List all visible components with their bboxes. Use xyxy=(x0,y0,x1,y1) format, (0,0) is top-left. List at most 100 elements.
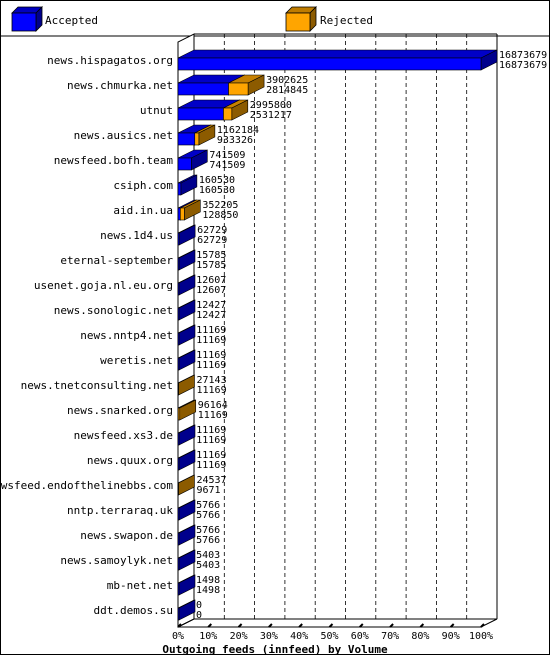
value-label-rejected: 11169 xyxy=(198,410,228,421)
value-label-rejected: 933326 xyxy=(217,135,253,146)
bar-3-accepted xyxy=(177,132,196,146)
value-label-accepted: 1162184 xyxy=(217,125,259,136)
bar-14-rejected xyxy=(177,407,181,421)
value-label-accepted: 5766 xyxy=(196,500,220,511)
value-label-accepted: 352205 xyxy=(202,200,238,211)
category-label: csiph.com xyxy=(113,179,173,192)
bar-1-rejected xyxy=(228,82,249,96)
bar-0-accepted xyxy=(177,57,482,71)
category-label: news.samoylyk.net xyxy=(60,554,173,567)
x-tick-label: 100% xyxy=(469,631,493,642)
value-label-accepted: 5403 xyxy=(196,550,220,561)
floor xyxy=(177,618,498,628)
value-label-accepted: 12427 xyxy=(196,300,226,311)
bar-12-accepted xyxy=(177,357,180,371)
bar-20-accepted xyxy=(177,557,180,571)
x-axis-title: Outgoing feeds (innfeed) by Volume xyxy=(162,643,388,654)
category-label: usenet.goja.nl.eu.org xyxy=(34,279,173,292)
legend-label-rejected: Rejected xyxy=(320,14,373,27)
category-label: newsfeed.xs3.de xyxy=(74,429,173,442)
bar-2-accepted xyxy=(177,107,224,121)
category-label: aid.in.ua xyxy=(113,204,173,217)
bar-0-accepted-top xyxy=(177,49,498,59)
x-tick-label: 60% xyxy=(351,631,369,642)
value-label-accepted: 62729 xyxy=(197,225,227,236)
value-label-accepted: 741509 xyxy=(209,150,245,161)
value-label-rejected: 2531217 xyxy=(250,110,292,121)
bar-5-accepted xyxy=(177,182,182,196)
bar-11-accepted xyxy=(177,332,180,346)
value-label-rejected: 12607 xyxy=(196,285,226,296)
bar-22-accepted xyxy=(177,607,180,621)
x-tick-label: 90% xyxy=(442,631,460,642)
value-label-rejected: 2814845 xyxy=(266,85,308,96)
bar-2-rejected xyxy=(223,107,233,121)
value-label-accepted: 11169 xyxy=(196,450,226,461)
category-label: news.quux.org xyxy=(87,454,173,467)
value-label-accepted: 16873679 xyxy=(499,50,547,61)
value-label-accepted: 3902625 xyxy=(266,75,308,86)
bar-18-accepted xyxy=(177,507,180,521)
category-label: newsfeed.endofthelinebbs.com xyxy=(1,479,173,492)
value-label-accepted: 27143 xyxy=(196,375,226,386)
category-label: mb-net.net xyxy=(107,579,173,592)
legend-swatch-rejected xyxy=(285,12,311,32)
category-label: nntp.terraraq.uk xyxy=(67,504,173,517)
bar-6-rejected xyxy=(180,207,185,221)
bar-19-accepted xyxy=(177,532,180,546)
value-label-rejected: 11169 xyxy=(196,385,226,396)
value-label-rejected: 11169 xyxy=(196,435,226,446)
category-label: weretis.net xyxy=(100,354,173,367)
bar-7-accepted xyxy=(177,232,180,246)
x-tick xyxy=(359,623,364,628)
value-label-accepted: 160530 xyxy=(199,175,235,186)
bar-16-accepted xyxy=(177,457,180,471)
bar-10-accepted xyxy=(177,307,180,321)
value-label-accepted: 15785 xyxy=(196,250,226,261)
category-label: news.tnetconsulting.net xyxy=(21,379,173,392)
value-label-rejected: 5766 xyxy=(196,535,220,546)
bar-1-accepted xyxy=(177,82,229,96)
value-label-rejected: 128850 xyxy=(202,210,238,221)
value-label-rejected: 15785 xyxy=(196,260,226,271)
category-label: news.1d4.us xyxy=(100,229,173,242)
value-label-rejected: 11169 xyxy=(196,335,226,346)
category-label: news.ausics.net xyxy=(74,129,173,142)
value-label-rejected: 1498 xyxy=(196,585,220,596)
x-tick xyxy=(419,623,425,628)
legend-swatch-accepted xyxy=(11,12,37,32)
bar-8-accepted xyxy=(177,257,180,271)
bar-9-accepted xyxy=(177,282,180,296)
value-label-accepted: 11169 xyxy=(196,325,226,336)
x-tick-label: 70% xyxy=(381,631,399,642)
x-tick xyxy=(207,623,213,628)
category-label: news.chmurka.net xyxy=(67,79,173,92)
x-tick-label: 20% xyxy=(230,631,248,642)
value-label-accepted: 11169 xyxy=(196,350,226,361)
category-label: news.swapon.de xyxy=(80,529,173,542)
legend-label-accepted: Accepted xyxy=(45,14,98,27)
value-label-accepted: 11169 xyxy=(196,425,226,436)
value-label-accepted: 96164 xyxy=(198,400,228,411)
value-label-accepted: 5766 xyxy=(196,525,220,536)
bar-15-accepted xyxy=(177,432,180,446)
category-label: news.sonologic.net xyxy=(54,304,173,317)
x-tick xyxy=(449,623,455,628)
bar-21-accepted xyxy=(177,582,180,596)
value-label-rejected: 5403 xyxy=(196,560,220,571)
value-label-rejected: 160530 xyxy=(199,185,235,196)
x-tick xyxy=(177,623,182,628)
value-label-rejected: 9671 xyxy=(196,485,220,496)
category-label: eternal-september xyxy=(60,254,173,267)
x-tick-label: 0% xyxy=(172,631,184,642)
x-tick-label: 10% xyxy=(199,631,217,642)
bar-6-accepted xyxy=(177,207,181,221)
x-tick xyxy=(480,623,485,628)
category-label: news.nntp4.net xyxy=(80,329,173,342)
x-tick-label: 80% xyxy=(411,631,429,642)
value-label-accepted: 2995800 xyxy=(250,100,292,111)
value-label-rejected: 62729 xyxy=(197,235,227,246)
x-tick xyxy=(237,623,243,628)
